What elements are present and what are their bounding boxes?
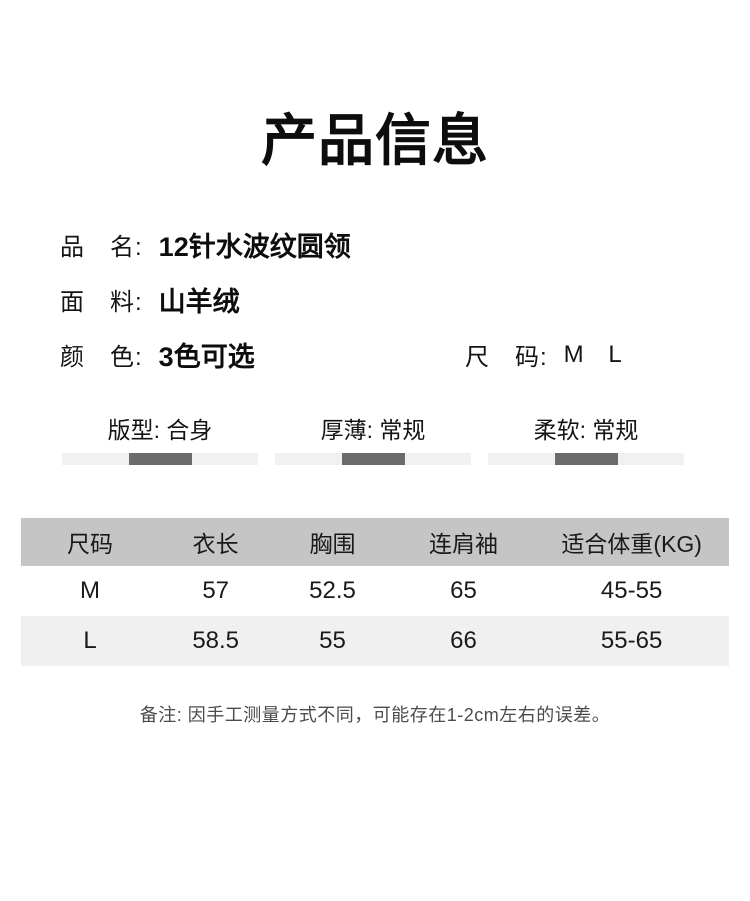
- attribute-value-size: M L: [563, 340, 622, 368]
- attribute-row-name: 品 名: 12针水波纹圆领: [0, 217, 750, 272]
- slider-thickness-track: [275, 453, 471, 465]
- attribute-value-name: 12针水波纹圆领: [158, 232, 351, 262]
- table-cell: 52.5: [309, 577, 356, 604]
- slider-softness-track: [488, 453, 684, 465]
- size-table-header-length: 衣长: [192, 531, 239, 557]
- attribute-sliders: 版型: 合身 厚薄: 常规 柔软: 常规: [0, 415, 750, 465]
- attribute-row-color: 颜 色: 3色可选 尺 码: M L: [0, 327, 750, 382]
- page-title: 产品信息: [261, 109, 489, 172]
- size-table-row-l: L 58.5 55 66 55-65: [21, 616, 729, 666]
- table-cell: 58.5: [192, 627, 240, 654]
- slider-fit-thumb: [128, 453, 193, 465]
- attribute-row-size: 尺 码: M L: [465, 327, 622, 382]
- attribute-label-size: 尺 码:: [465, 344, 548, 371]
- table-cell: 55-65: [600, 627, 663, 654]
- size-table: 尺码 衣长 胸围 连肩袖 适合体重(KG) M 57 52.5 65 45-55…: [21, 518, 729, 666]
- product-info-page: 产品信息 品 名: 12针水波纹圆领 面 料: 山羊绒 颜 色: 3色可选 尺 …: [0, 112, 750, 901]
- attribute-row-fabric: 面 料: 山羊绒: [0, 272, 750, 327]
- attribute-label-color: 颜 色:: [60, 344, 143, 371]
- slider-softness: 柔软: 常规: [488, 415, 684, 465]
- measurement-note: 备注: 因手工测量方式不同，可能存在1-2cm左右的误差。: [139, 705, 611, 725]
- attribute-value-color: 3色可选: [158, 342, 255, 372]
- table-cell: 55: [319, 627, 346, 654]
- slider-thickness: 厚薄: 常规: [275, 415, 471, 465]
- size-table-header: 尺码 衣长 胸围 连肩袖 适合体重(KG): [21, 518, 729, 566]
- size-table-row-m: M 57 52.5 65 45-55: [21, 566, 729, 616]
- slider-thickness-thumb: [341, 453, 406, 465]
- attribute-value-fabric: 山羊绒: [158, 287, 240, 317]
- table-cell: 66: [450, 627, 477, 654]
- table-cell: M: [80, 577, 101, 604]
- attribute-label-fabric: 面 料:: [60, 289, 143, 316]
- slider-softness-label: 柔软: 常规: [533, 417, 639, 443]
- size-table-header-size: 尺码: [67, 531, 114, 557]
- size-table-header-bust: 胸围: [309, 531, 356, 557]
- product-attributes: 品 名: 12针水波纹圆领 面 料: 山羊绒 颜 色: 3色可选 尺 码: M …: [0, 217, 750, 382]
- attribute-label-name: 品 名:: [60, 234, 143, 261]
- table-cell: L: [83, 627, 97, 654]
- size-table-header-sleeve: 连肩袖: [428, 531, 498, 557]
- table-cell: 45-55: [600, 577, 663, 604]
- table-cell: 57: [202, 577, 230, 604]
- slider-fit: 版型: 合身: [62, 415, 258, 465]
- slider-fit-track: [62, 453, 258, 465]
- slider-fit-label: 版型: 合身: [107, 417, 213, 443]
- size-table-header-weight: 适合体重(KG): [561, 531, 702, 557]
- slider-thickness-label: 厚薄: 常规: [320, 417, 426, 443]
- slider-softness-thumb: [554, 453, 619, 465]
- table-cell: 65: [450, 577, 477, 604]
